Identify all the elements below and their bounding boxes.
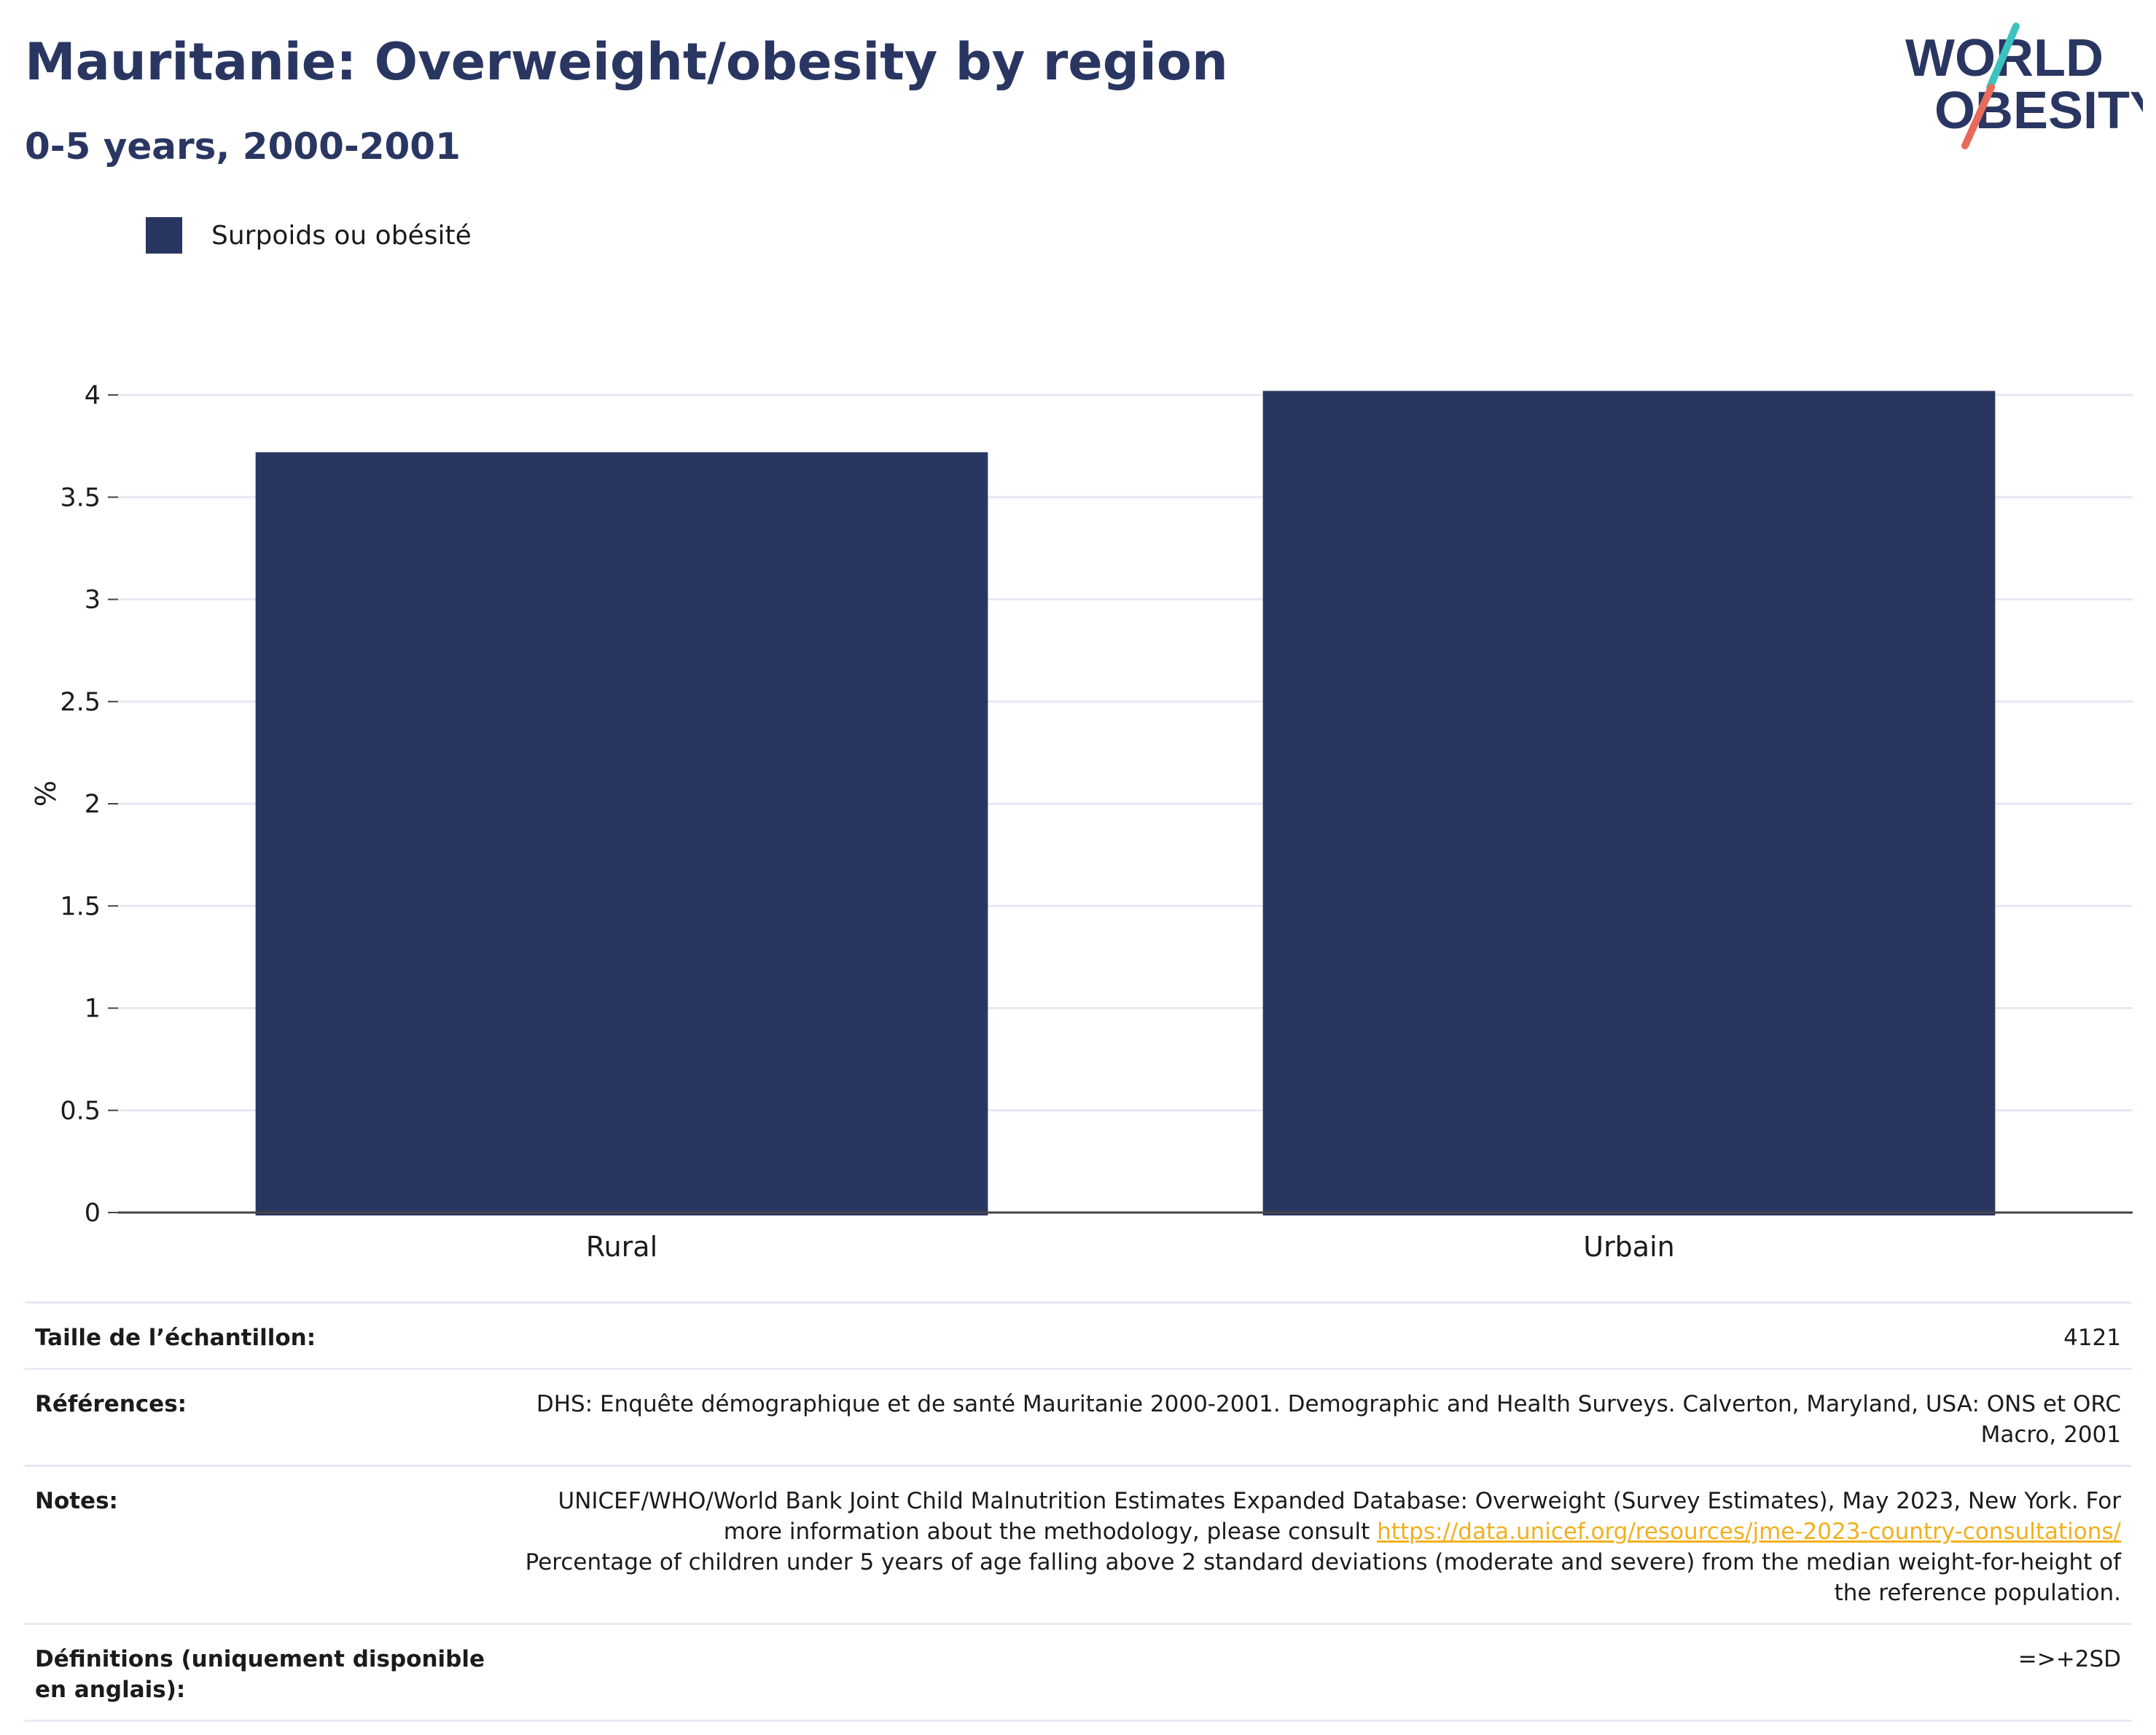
sample-size-row: Taille de l’échantillon: 4121: [25, 1302, 2131, 1369]
legend-label: Surpoids ou obésité: [211, 220, 472, 251]
notes-text-2: Percentage of children under 5 years of …: [525, 1549, 2121, 1606]
info-table: Taille de l’échantillon: 4121 Références…: [25, 1301, 2131, 1722]
y-tick-label: 4: [85, 381, 101, 410]
y-tick-label: 3.5: [60, 483, 101, 512]
x-tick-label: Urbain: [1583, 1231, 1675, 1263]
chart-subtitle: 0-5 years, 2000-2001: [25, 125, 461, 168]
bar-chart: 0 0.5 1 1.5 2 2.5 3 3.5 4 Rural Urbain%: [30, 381, 2133, 1263]
axes: 0 0.5 1 1.5 2 2.5 3 3.5 4 Rural Urbain%: [30, 381, 2133, 1263]
y-tick-label: 2.5: [60, 688, 101, 717]
world-obesity-logo: WORLD OBESITY: [1905, 23, 2143, 149]
legend[interactable]: Surpoids ou obésité: [146, 217, 472, 254]
y-axis-label: %: [30, 780, 62, 807]
y-tick-label: 1.5: [60, 892, 101, 921]
sample-size-value: 4121: [2063, 1325, 2121, 1351]
references-row: Références: DHS: Enquête démographique e…: [25, 1368, 2131, 1466]
references-label: Références:: [35, 1391, 187, 1417]
definitions-value: =>+2SD: [2018, 1646, 2121, 1672]
logo-slash-coral: [1961, 84, 1995, 149]
notes-value: UNICEF/WHO/World Bank Joint Child Malnut…: [512, 1466, 2131, 1624]
logo-slash-teal: [1986, 23, 2020, 91]
references-value: DHS: Enquête démographique et de santé M…: [536, 1391, 2121, 1448]
chart-title: Mauritanie: Overweight/obesity by region: [25, 32, 1228, 92]
y-tick-label: 0: [85, 1199, 101, 1228]
notes-text-1: UNICEF/WHO/World Bank Joint Child Malnut…: [558, 1488, 2122, 1545]
definitions-label: Définitions (uniquement disponible en an…: [35, 1646, 485, 1703]
bar-rural: [255, 452, 988, 1215]
bars: [255, 391, 1996, 1216]
y-tick-label: 0.5: [60, 1097, 101, 1126]
y-tick-label: 1: [85, 995, 101, 1024]
logo-line-2: OBESITY: [1934, 82, 2143, 140]
notes-label: Notes:: [35, 1488, 118, 1514]
x-tick-label: Rural: [586, 1231, 657, 1263]
y-tick-label: 2: [85, 790, 101, 819]
notes-row: Notes: UNICEF/WHO/World Bank Joint Child…: [25, 1465, 2131, 1624]
bar-urbain: [1262, 391, 1996, 1216]
definitions-row: Définitions (uniquement disponible en an…: [25, 1624, 2131, 1721]
y-tick-label: 3: [85, 586, 101, 615]
sample-size-label: Taille de l’échantillon:: [35, 1325, 316, 1351]
legend-swatch: [146, 217, 182, 254]
notes-link[interactable]: https://data.unicef.org/resources/jme-20…: [1377, 1519, 2121, 1545]
